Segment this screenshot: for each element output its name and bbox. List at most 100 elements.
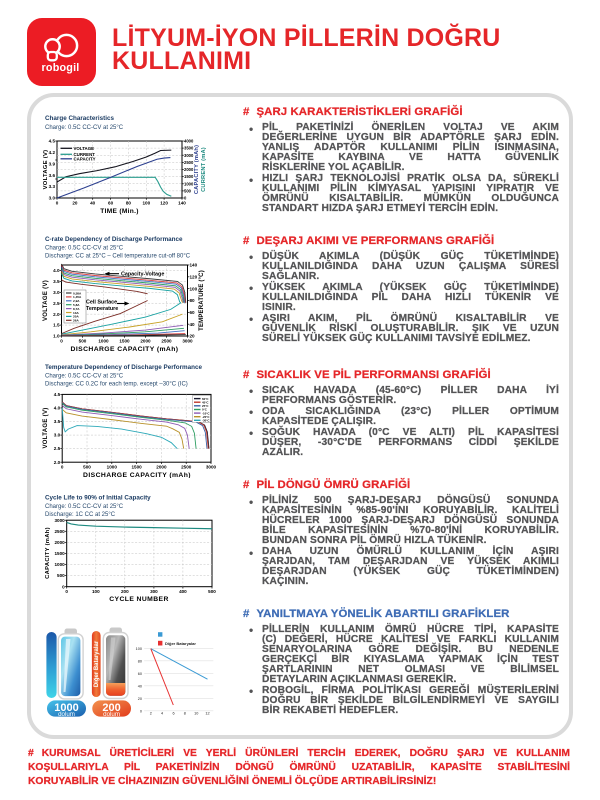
svg-text:3.5: 3.5 — [54, 419, 61, 424]
svg-text:VOLTAGE (V): VOLTAGE (V) — [43, 150, 49, 190]
svg-text:5,8A: 5,8A — [73, 303, 80, 307]
svg-text:1000: 1000 — [184, 181, 194, 186]
svg-text:10: 10 — [194, 712, 198, 716]
svg-text:DISCHARGE CAPACITY (mAh): DISCHARGE CAPACITY (mAh) — [71, 346, 179, 353]
svg-text:1500: 1500 — [54, 551, 65, 556]
svg-text:1500: 1500 — [131, 465, 142, 470]
svg-text:500: 500 — [208, 589, 216, 594]
svg-text:0: 0 — [60, 339, 63, 344]
svg-text:500: 500 — [83, 465, 91, 470]
svg-text:0: 0 — [62, 584, 65, 589]
svg-text:3.6: 3.6 — [49, 173, 56, 178]
svg-text:TIME (Min.): TIME (Min.) — [100, 208, 138, 215]
svg-text:Cell Surface: Cell Surface — [86, 300, 117, 306]
svg-text:2000: 2000 — [54, 540, 65, 545]
svg-text:DISCHARGE CAPACITY (mAh): DISCHARGE CAPACITY (mAh) — [83, 472, 191, 478]
svg-text:100: 100 — [142, 201, 150, 206]
svg-text:4: 4 — [161, 712, 163, 716]
svg-text:2: 2 — [150, 712, 152, 716]
svg-text:CAPACITY (mAh): CAPACITY (mAh) — [194, 145, 200, 194]
svg-text:20: 20 — [190, 334, 196, 339]
svg-text:0: 0 — [56, 201, 59, 206]
svg-text:1000: 1000 — [54, 562, 65, 567]
svg-text:2.0: 2.0 — [54, 460, 61, 465]
svg-text:500: 500 — [57, 573, 65, 578]
svg-text:2.0: 2.0 — [53, 312, 60, 317]
svg-text:robogil: robogil — [42, 62, 80, 74]
svg-text:Charge: 0.5C CC-CV at 25°C: Charge: 0.5C CC-CV at 25°C — [45, 374, 124, 380]
svg-text:-20°C: -20°C — [202, 415, 210, 419]
svg-text:20: 20 — [138, 697, 142, 701]
svg-text:Capacity-Voltage: Capacity-Voltage — [121, 272, 164, 278]
svg-text:3000: 3000 — [182, 339, 193, 344]
svg-text:60: 60 — [138, 672, 142, 676]
svg-text:0: 0 — [61, 465, 64, 470]
svg-text:140: 140 — [190, 263, 198, 268]
svg-text:20A: 20A — [73, 315, 79, 319]
svg-text:Discharge: CC at 25°C – Cell t: Discharge: CC at 25°C – Cell temperature… — [45, 254, 191, 260]
svg-text:C-rate Dependency of Discharge: C-rate Dependency of Discharge Performan… — [45, 236, 183, 243]
svg-text:8,7A: 8,7A — [73, 307, 80, 311]
svg-text:CURRENT (mA): CURRENT (mA) — [201, 147, 207, 192]
svg-text:60: 60 — [190, 310, 196, 315]
svg-text:dolum: dolum — [58, 711, 75, 718]
svg-text:Diğer Bataryalar: Diğer Bataryalar — [165, 641, 196, 646]
svg-text:3.0: 3.0 — [54, 433, 61, 438]
svg-text:Charge Characteristics: Charge Characteristics — [45, 115, 114, 122]
svg-text:120: 120 — [160, 201, 168, 206]
svg-text:80: 80 — [190, 298, 196, 303]
svg-text:2,9A: 2,9A — [73, 299, 80, 303]
svg-text:4.0: 4.0 — [54, 406, 61, 411]
svg-text:1500: 1500 — [119, 339, 130, 344]
svg-text:1000: 1000 — [98, 339, 109, 344]
svg-text:4.2: 4.2 — [49, 150, 56, 155]
svg-text:Charge: 0.5C CC-CV at 25°C: Charge: 0.5C CC-CV at 25°C — [45, 125, 124, 131]
svg-text:25°C: 25°C — [202, 404, 209, 408]
svg-text:80: 80 — [138, 659, 142, 663]
svg-text:CAPACITY (mAh): CAPACITY (mAh) — [45, 527, 51, 579]
svg-text:Discharge: CC 0.2C for each te: Discharge: CC 0.2C for each temp. except… — [45, 382, 188, 388]
svg-text:-30°C: -30°C — [202, 419, 210, 423]
svg-text:2000: 2000 — [140, 339, 151, 344]
svg-text:0,58A: 0,58A — [73, 291, 82, 295]
svg-text:200: 200 — [102, 702, 120, 714]
svg-text:0: 0 — [65, 589, 68, 594]
svg-text:0: 0 — [184, 196, 187, 201]
svg-text:3000: 3000 — [184, 153, 194, 158]
svg-text:Charge: 0.5C CC-CV at 25°C: Charge: 0.5C CC-CV at 25°C — [45, 246, 124, 252]
svg-text:1.0: 1.0 — [53, 334, 60, 339]
svg-text:3500: 3500 — [184, 146, 194, 151]
svg-text:3.3: 3.3 — [49, 184, 56, 189]
svg-text:60: 60 — [108, 201, 114, 206]
svg-text:3000: 3000 — [54, 518, 65, 523]
svg-text:CURRENT: CURRENT — [74, 152, 96, 157]
svg-text:VOLTAGE: VOLTAGE — [74, 146, 95, 151]
svg-text:-10°C: -10°C — [202, 411, 210, 415]
svg-text:1,45A: 1,45A — [73, 295, 82, 299]
svg-text:500: 500 — [184, 188, 192, 193]
svg-text:3.9: 3.9 — [49, 161, 56, 166]
svg-text:400: 400 — [179, 589, 187, 594]
svg-text:Temperature Dependency of Disc: Temperature Dependency of Discharge Perf… — [45, 364, 203, 371]
svg-text:3.0: 3.0 — [49, 196, 56, 201]
svg-text:2500: 2500 — [161, 339, 172, 344]
svg-text:3000: 3000 — [206, 465, 217, 470]
svg-text:4000: 4000 — [184, 139, 194, 144]
svg-text:2.5: 2.5 — [53, 301, 60, 306]
svg-text:100: 100 — [92, 589, 100, 594]
svg-text:100: 100 — [136, 647, 142, 651]
svg-text:200: 200 — [121, 589, 129, 594]
svg-text:120: 120 — [190, 274, 198, 279]
svg-text:dolum: dolum — [103, 711, 120, 718]
svg-text:60°C: 60°C — [202, 397, 209, 401]
svg-text:CYCLE NUMBER: CYCLE NUMBER — [109, 596, 169, 603]
svg-text:1.5: 1.5 — [53, 323, 60, 328]
svg-text:0°C: 0°C — [202, 408, 208, 412]
svg-text:Temperature: Temperature — [86, 306, 118, 312]
svg-text:80: 80 — [126, 201, 132, 206]
svg-text:Discharge: 1C CC at 25°C: Discharge: 1C CC at 25°C — [45, 512, 116, 518]
svg-text:2.5: 2.5 — [54, 446, 61, 451]
svg-text:13A: 13A — [73, 311, 79, 315]
svg-text:20: 20 — [72, 201, 78, 206]
svg-text:2500: 2500 — [184, 160, 194, 165]
